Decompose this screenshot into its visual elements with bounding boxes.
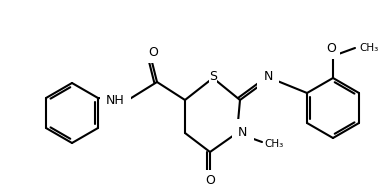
Text: O: O xyxy=(326,42,336,56)
Text: S: S xyxy=(209,70,217,84)
Text: N: N xyxy=(238,125,247,139)
Text: O: O xyxy=(205,174,215,186)
Text: NH: NH xyxy=(106,93,125,107)
Text: O: O xyxy=(148,47,158,59)
Text: CH₃: CH₃ xyxy=(359,43,378,53)
Text: CH₃: CH₃ xyxy=(264,139,283,149)
Text: N: N xyxy=(263,70,273,84)
